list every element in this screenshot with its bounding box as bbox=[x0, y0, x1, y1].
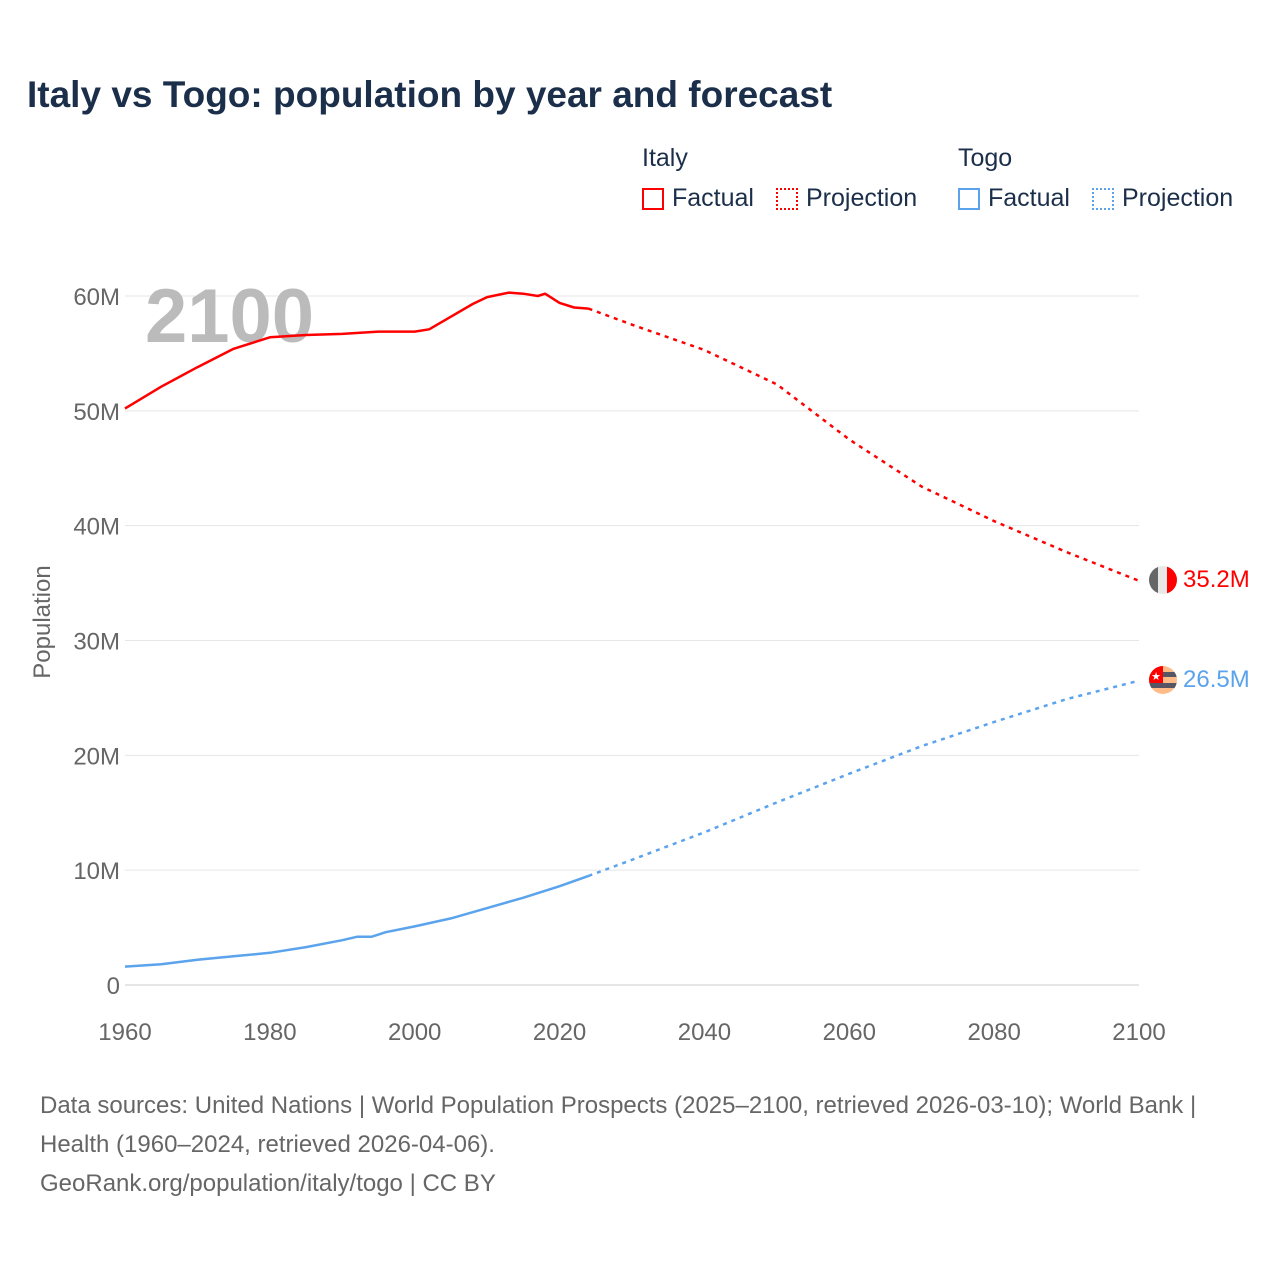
year-watermark: 2100 bbox=[145, 274, 314, 359]
y-tick-label: 60M bbox=[73, 284, 120, 311]
x-tick-label: 2020 bbox=[533, 1019, 586, 1046]
x-tick-label: 2100 bbox=[1112, 1019, 1165, 1046]
legend-togo-projection[interactable]: Projection bbox=[1092, 184, 1233, 213]
y-tick-label: 50M bbox=[73, 399, 120, 426]
svg-text:★: ★ bbox=[1151, 671, 1161, 683]
x-tick-label: 2060 bbox=[823, 1019, 876, 1046]
legend-label: Projection bbox=[806, 184, 918, 212]
togo-flag-icon: ★ bbox=[1149, 666, 1177, 694]
italy-flag-icon bbox=[1149, 566, 1177, 594]
legend-swatch bbox=[958, 187, 980, 210]
legend-italy-projection[interactable]: Projection bbox=[776, 184, 917, 213]
source-link[interactable]: GeoRank.org/population/italy/togo | CC B… bbox=[40, 1170, 496, 1197]
x-tick-label: 1980 bbox=[243, 1019, 296, 1046]
legend-group-togo: Togo bbox=[958, 144, 1013, 172]
y-tick-label: 0 bbox=[107, 973, 120, 1000]
x-tick-label: 1960 bbox=[98, 1019, 151, 1046]
legend-swatch bbox=[642, 187, 664, 210]
y-tick-label: 30M bbox=[73, 629, 120, 656]
x-tick-label: 2080 bbox=[967, 1019, 1020, 1046]
x-tick-label: 2040 bbox=[678, 1019, 731, 1046]
legend-swatch bbox=[776, 187, 798, 210]
source-text: Data sources: United Nations | World Pop… bbox=[40, 1092, 1197, 1158]
legend-label: Factual bbox=[988, 184, 1070, 212]
y-tick-label: 40M bbox=[73, 514, 120, 541]
source-note: Data sources: United Nations | World Pop… bbox=[40, 1086, 1240, 1203]
italy-projection-line bbox=[588, 307, 1140, 582]
togo-end-label: 26.5M bbox=[1183, 666, 1250, 693]
legend-italy-factual[interactable]: Factual bbox=[642, 184, 754, 213]
y-axis-label: Population bbox=[29, 565, 56, 678]
italy-factual-line bbox=[124, 291, 589, 410]
legend-swatch bbox=[1092, 187, 1114, 210]
legend-group-italy: Italy bbox=[642, 144, 688, 172]
togo-factual-line bbox=[124, 874, 589, 968]
legend-togo-factual[interactable]: Factual bbox=[958, 184, 1070, 213]
y-tick-label: 20M bbox=[73, 743, 120, 770]
chart-title: Italy vs Togo: population by year and fo… bbox=[27, 74, 833, 115]
x-tick-label: 2000 bbox=[388, 1019, 441, 1046]
legend-label: Factual bbox=[672, 184, 754, 212]
legend-label: Projection bbox=[1122, 184, 1234, 212]
y-tick-label: 10M bbox=[73, 858, 120, 885]
italy-end-label: 35.2M bbox=[1183, 566, 1250, 593]
togo-projection-line bbox=[588, 679, 1140, 878]
